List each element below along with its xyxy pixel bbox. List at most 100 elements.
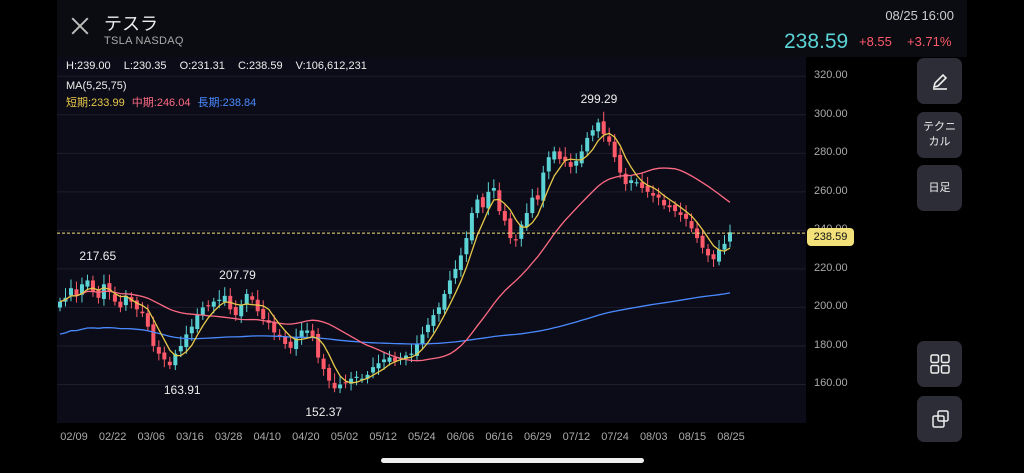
- ma-long-line: [59, 292, 731, 345]
- candle-body: [574, 161, 579, 166]
- candle-body: [480, 197, 485, 208]
- candle-body: [612, 141, 617, 158]
- candle-body: [623, 173, 628, 185]
- candle-body: [376, 363, 381, 369]
- candle-body: [134, 300, 139, 310]
- y-tick-label: 160.00: [814, 377, 848, 390]
- candle-body: [502, 211, 507, 221]
- candle-body: [277, 334, 282, 337]
- candle-body: [607, 136, 612, 142]
- high-annotation: 217.65: [79, 249, 117, 264]
- current-price: 238.59: [784, 30, 849, 53]
- candle-body: [118, 301, 123, 308]
- y-tick-label: 300.00: [814, 107, 848, 120]
- y-tick-label: 260.00: [814, 184, 848, 197]
- x-tick-label: 08/15: [678, 431, 707, 443]
- candle-body: [184, 334, 189, 348]
- price-change: +8.55: [859, 34, 892, 49]
- candle-body: [601, 121, 606, 135]
- candle-body: [442, 293, 447, 310]
- candle-body: [409, 353, 414, 355]
- x-tick-label: 05/24: [408, 431, 436, 443]
- price-change-percent: +3.71%: [907, 34, 952, 49]
- candle-body: [700, 235, 705, 248]
- candle-body: [90, 280, 95, 293]
- candle-body: [140, 311, 145, 314]
- x-tick-label: 03/16: [176, 431, 204, 443]
- candle-body: [310, 330, 315, 337]
- candle-body: [579, 151, 584, 164]
- candle-body: [283, 336, 288, 345]
- chart-area[interactable]: [57, 57, 806, 423]
- x-tick-label: 02/09: [60, 431, 88, 443]
- candle-body: [343, 382, 348, 384]
- x-tick-label: 02/22: [98, 431, 127, 443]
- candle-body: [590, 130, 595, 136]
- candle-body: [107, 283, 112, 293]
- pencil-icon: [932, 73, 947, 90]
- candle-body: [123, 295, 128, 306]
- layout-button[interactable]: [917, 341, 962, 387]
- stock-code: TSLA NASDAQ: [104, 35, 184, 47]
- low-annotation: 152.37: [305, 405, 343, 420]
- candle-body: [195, 315, 200, 329]
- candle-body: [74, 289, 79, 296]
- candle-body: [458, 255, 463, 271]
- x-tick-label: 06/06: [446, 431, 475, 443]
- candle-body: [656, 194, 661, 198]
- candle-body: [288, 341, 293, 348]
- home-indicator[interactable]: [381, 458, 644, 463]
- candle-body: [233, 307, 238, 316]
- high-annotation: 207.79: [219, 268, 256, 283]
- candle-body: [519, 224, 524, 239]
- candle-body: [387, 357, 392, 362]
- x-tick-label: 04/20: [292, 431, 320, 443]
- high-value: H:239.00: [66, 60, 111, 72]
- stock-name: テスラ: [104, 14, 158, 34]
- y-tick-label: 200.00: [814, 300, 848, 313]
- candle-body: [722, 243, 727, 250]
- candle-body: [513, 239, 518, 241]
- x-tick-label: 03/06: [137, 431, 166, 443]
- candle-body: [420, 334, 425, 345]
- high-annotation: 299.29: [580, 92, 618, 107]
- candle-body: [645, 185, 650, 192]
- candle-body: [431, 315, 436, 326]
- daily-candle-button[interactable]: 日足: [917, 165, 962, 211]
- technical-button[interactable]: テクニ カル: [917, 112, 962, 158]
- draw-button[interactable]: [917, 58, 962, 104]
- candle-body: [151, 324, 156, 346]
- candle-body: [332, 382, 337, 389]
- x-tick-label: 08/25: [717, 431, 745, 443]
- candle-body: [596, 122, 601, 132]
- low-value: L:230.35: [123, 60, 167, 72]
- x-tick-label: 06/29: [523, 431, 552, 443]
- x-tick-label: 03/28: [214, 431, 243, 443]
- candle-body: [178, 345, 183, 352]
- candle-body: [541, 172, 546, 201]
- candle-body: [217, 299, 222, 301]
- volume-value: V:106,612,231: [295, 60, 367, 72]
- candle-body: [250, 296, 255, 300]
- x-tick-label: 06/16: [485, 431, 513, 443]
- candle-body: [382, 359, 387, 363]
- candle-body: [447, 280, 452, 294]
- candle-body: [316, 334, 321, 358]
- candle-body: [299, 330, 304, 338]
- candle-body: [272, 321, 277, 333]
- candle-body: [453, 268, 458, 279]
- open-value: O:231.31: [179, 60, 225, 72]
- candle-body: [667, 205, 672, 208]
- candle-body: [469, 213, 474, 241]
- y-tick-label: 320.00: [814, 69, 848, 82]
- candle-body: [662, 199, 667, 206]
- rotate-button[interactable]: [917, 396, 962, 442]
- ma-long-value: 長期:238.84: [197, 97, 257, 109]
- candle-body: [640, 182, 645, 188]
- candle-body: [475, 199, 480, 214]
- candle-body: [239, 305, 244, 317]
- candle-body: [557, 151, 562, 160]
- ma-label: MA(5,25,75): [66, 80, 127, 92]
- candle-body: [167, 361, 172, 366]
